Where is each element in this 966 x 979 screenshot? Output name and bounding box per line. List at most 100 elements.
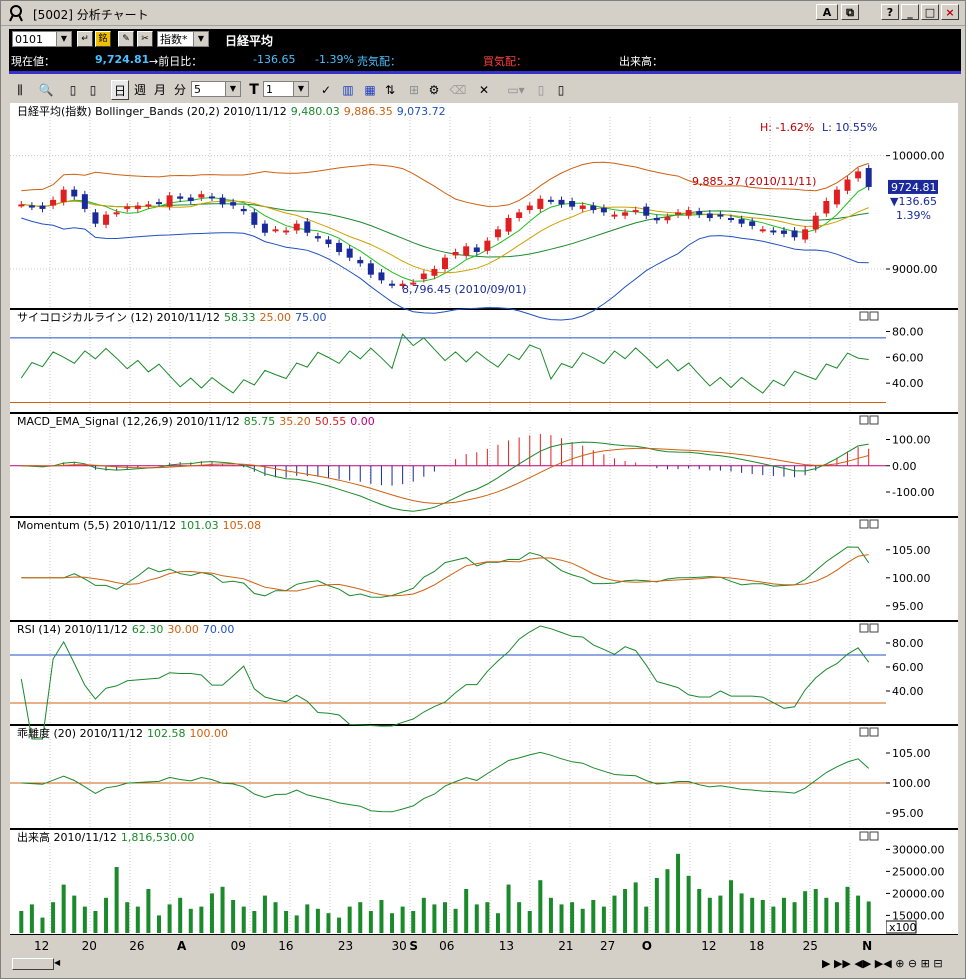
date-tick-label: 25 [803, 939, 818, 953]
font-button[interactable]: A [816, 4, 838, 20]
copy-icon[interactable]: ⧉ [841, 4, 859, 20]
horizontal-scrollbar[interactable]: ◀ ▶ ▶▶ ◀▶ ▶◀ ⊕ ⊖ ⊞ ⊟ [10, 956, 958, 972]
panel-title-part: Momentum (5,5) 2010/11/12 [17, 519, 176, 532]
volume-bar [379, 900, 384, 933]
volume-bar [527, 911, 532, 933]
volume-bar [591, 900, 596, 933]
candle-body [325, 239, 332, 245]
candle-body [420, 273, 427, 280]
axis-tick-label: 60.00 [892, 351, 924, 364]
chart-area[interactable]: 日経平均(指数) Bollinger_Bands (20,2) 2010/11/… [10, 103, 886, 935]
page-copy-icon[interactable]: ▯ [89, 83, 97, 97]
help-button[interactable]: ? [881, 4, 899, 20]
bollinger-upper-line [21, 161, 869, 207]
volume-bar [623, 889, 628, 933]
candle-body [494, 229, 501, 238]
axis-tick-label: 40.00 [892, 377, 924, 390]
settings-icon[interactable]: ⚙ [428, 83, 440, 97]
volume-bar [495, 913, 500, 933]
change-value: -136.65 [253, 53, 296, 66]
export-icon[interactable]: ▯ [557, 83, 565, 97]
last-price-label: 9724.81 [891, 181, 937, 194]
panel-minimize-icon [859, 727, 869, 737]
candle-icon[interactable]: ⫼ [17, 83, 23, 97]
candle-body [579, 205, 586, 209]
candle-body [272, 229, 279, 232]
brand-search-icon[interactable]: 銘 [95, 31, 111, 47]
volume-bar [157, 915, 161, 933]
volume-bar [443, 902, 447, 933]
candle-body [124, 206, 131, 209]
date-tick-label: S [409, 939, 418, 953]
panel-title-part: 105.08 [223, 519, 262, 532]
volume-bar [866, 901, 871, 933]
scroll-left-icon[interactable]: ◀ [54, 958, 61, 967]
eraser-icon[interactable]: ⌫ [449, 83, 467, 97]
panel-title-part: MACD_EMA_Signal (12,26,9) 2010/11/12 [17, 415, 240, 428]
volume-bar [750, 897, 755, 933]
delete-icon[interactable]: ✕ [478, 83, 490, 97]
clear-icon[interactable]: ✂ [137, 31, 153, 47]
axis-tick-label: 10000.00 [892, 150, 945, 163]
zoom-icon[interactable]: 🔍 [38, 83, 54, 97]
layout-icon[interactable]: ▭▾ [507, 83, 525, 97]
candle-body [547, 199, 554, 202]
date-tick-label: 20 [82, 939, 97, 953]
page-gray-icon[interactable]: ▯ [537, 83, 545, 97]
volume-bar [464, 889, 469, 933]
sort-icon[interactable]: ⇅ [384, 83, 396, 97]
candle-body [219, 197, 226, 205]
candle-body [156, 202, 162, 205]
candle-body [251, 212, 258, 225]
trend-line-icon[interactable]: ✓ [320, 83, 332, 97]
index-select[interactable]: 指数* ▼ [157, 31, 209, 47]
candle-body [198, 194, 205, 198]
day-button[interactable]: 日 [111, 80, 129, 100]
maximize-button[interactable]: □ [921, 4, 939, 20]
panel-title: Momentum (5,5) 2010/11/12 101.03 105.08 [17, 519, 261, 532]
candle-body [675, 212, 682, 215]
close-button[interactable]: × [941, 4, 959, 20]
volume-bar [824, 897, 829, 933]
volume-bar [781, 897, 786, 933]
candle-body [389, 283, 396, 286]
volume-bar [40, 917, 45, 933]
candle-body [791, 230, 798, 238]
text-tool-button[interactable]: T [249, 82, 259, 98]
week-button[interactable]: 週 [133, 83, 146, 97]
candle-body [452, 252, 459, 256]
volume-bar-icon[interactable]: ▦ [364, 83, 376, 97]
volume-bar [61, 884, 66, 933]
t-select[interactable]: 1 ▼ [263, 81, 309, 97]
candle-body [770, 230, 777, 233]
candle-body [134, 205, 141, 209]
candle-body [823, 201, 830, 214]
volume-bar [400, 906, 405, 933]
code-input[interactable]: 0101 ▼ [12, 31, 72, 47]
minute-button[interactable]: 分 [173, 83, 186, 97]
prev-label: →前日比： [149, 55, 203, 68]
volume-bar [559, 904, 564, 933]
panel-title-part: 35.20 [279, 415, 311, 428]
minimize-button[interactable]: _ [901, 4, 919, 20]
minute-select[interactable]: 5 ▼ [191, 81, 241, 97]
volume-bar [644, 906, 649, 933]
volume-bar [601, 906, 606, 933]
candle-body [611, 214, 618, 217]
candle-body [145, 204, 152, 207]
candle-body [442, 257, 448, 269]
grid-icon[interactable]: ⊞ [408, 83, 420, 97]
edit-icon[interactable]: ✎ [118, 31, 134, 47]
month-button[interactable]: 月 [153, 83, 166, 97]
low-note: 8,796.45 (2010/09/01) [402, 283, 526, 296]
scroll-nav-icons[interactable]: ▶ ▶▶ ◀▶ ▶◀ ⊕ ⊖ ⊞ ⊟ [822, 957, 943, 970]
enter-icon[interactable]: ↵ [77, 31, 93, 47]
bar-icon[interactable]: ▥ [342, 83, 354, 97]
volume-bar [358, 902, 363, 933]
volume-bar [548, 897, 553, 933]
page-icon[interactable]: ▯ [69, 83, 77, 97]
volume-bar [792, 902, 797, 933]
panel-close-icon [869, 623, 879, 633]
scroll-thumb[interactable] [12, 958, 54, 970]
candle-body [166, 195, 173, 207]
